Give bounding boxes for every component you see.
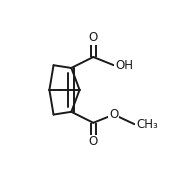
Text: O: O (109, 108, 118, 121)
Text: O: O (89, 135, 98, 148)
Text: O: O (89, 31, 98, 44)
Text: OH: OH (115, 59, 133, 72)
Text: CH₃: CH₃ (136, 118, 158, 131)
